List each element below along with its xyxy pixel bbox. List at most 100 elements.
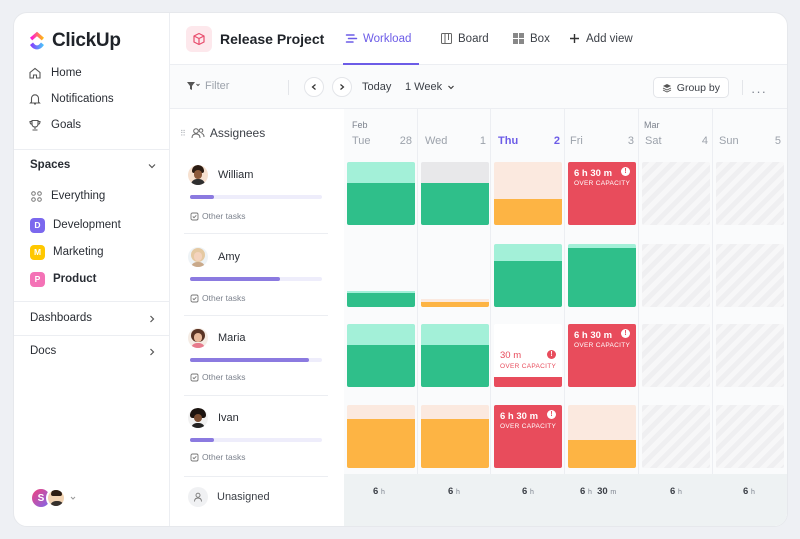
day-total: 6 h bbox=[373, 486, 385, 497]
workload-cell[interactable] bbox=[421, 244, 489, 307]
workload-cell-over-capacity[interactable]: 6 h 30 m ! OVER CAPACITY bbox=[568, 162, 636, 225]
workload-cell-over-capacity[interactable]: 6 h 30 m ! OVER CAPACITY bbox=[494, 405, 562, 468]
workload-cell-over-capacity[interactable]: 30 m ! OVER CAPACITY bbox=[494, 324, 562, 387]
workload-cell-over-capacity[interactable]: 6 h 30 m ! OVER CAPACITY bbox=[568, 324, 636, 387]
assignees-title: Assignees bbox=[210, 126, 265, 140]
workload-cell[interactable] bbox=[421, 324, 489, 387]
divider bbox=[184, 233, 328, 234]
clickup-logo-icon bbox=[28, 31, 46, 51]
over-capacity-amount: 6 h 30 m bbox=[574, 168, 612, 179]
assignee-row-ivan[interactable]: Ivan Other tasks bbox=[184, 404, 334, 484]
weekend-cell bbox=[642, 324, 710, 387]
weekend-cell bbox=[716, 405, 784, 468]
space-everything[interactable]: Everything bbox=[30, 187, 105, 205]
other-tasks-link[interactable]: Other tasks bbox=[190, 452, 245, 462]
workload-cell[interactable] bbox=[568, 244, 636, 307]
add-view-button[interactable]: Add view bbox=[568, 32, 633, 45]
workload-cell[interactable] bbox=[494, 162, 562, 225]
divider bbox=[184, 476, 328, 477]
day-name: Sat bbox=[645, 135, 662, 147]
assignee-row-maria[interactable]: Maria Other tasks bbox=[184, 324, 334, 404]
day-number: 4 bbox=[688, 135, 708, 147]
space-development[interactable]: D Development bbox=[30, 216, 121, 234]
next-week-button[interactable] bbox=[332, 77, 352, 97]
user-icon bbox=[193, 492, 203, 502]
nav-goals[interactable]: Goals bbox=[28, 115, 81, 135]
today-button[interactable]: Today bbox=[362, 81, 391, 93]
other-tasks-link[interactable]: Other tasks bbox=[190, 293, 245, 303]
assignee-row-william[interactable]: William Other tasks bbox=[184, 161, 334, 241]
workload-cell[interactable] bbox=[347, 405, 415, 468]
other-tasks-link[interactable]: Other tasks bbox=[190, 211, 245, 221]
user-photo-avatar bbox=[46, 488, 66, 508]
workload-cell[interactable] bbox=[568, 405, 636, 468]
chevron-down-icon bbox=[447, 83, 455, 91]
tab-workload[interactable]: Workload bbox=[345, 32, 411, 45]
weekend-cell bbox=[642, 162, 710, 225]
workload-cell[interactable] bbox=[347, 324, 415, 387]
nav-home[interactable]: Home bbox=[28, 63, 82, 83]
space-product[interactable]: P Product bbox=[30, 270, 96, 288]
divider bbox=[14, 335, 170, 336]
nav-notifications[interactable]: Notifications bbox=[28, 89, 114, 109]
other-tasks-link[interactable]: Other tasks bbox=[190, 372, 245, 382]
unassigned-row[interactable]: Unasigned bbox=[188, 487, 270, 507]
chevron-right-icon[interactable] bbox=[147, 347, 157, 357]
day-total: 6 h bbox=[522, 486, 534, 497]
divider bbox=[184, 395, 328, 396]
nav-home-label: Home bbox=[51, 67, 82, 79]
workload-cell[interactable] bbox=[421, 162, 489, 225]
workload-icon bbox=[345, 32, 358, 45]
clickup-logo[interactable]: ClickUp bbox=[28, 27, 121, 55]
workload-cell[interactable] bbox=[347, 162, 415, 225]
unassigned-totals-row: 6 h 6 h 6 h 6 h 30 m 6 h 6 h bbox=[344, 474, 788, 527]
range-dropdown[interactable]: 1 Week bbox=[405, 81, 455, 93]
space-avatar: M bbox=[30, 245, 45, 260]
filter-button[interactable]: Filter bbox=[186, 80, 229, 92]
assignee-row-amy[interactable]: Amy Other tasks bbox=[184, 243, 334, 323]
assignee-name: Ivan bbox=[218, 412, 239, 424]
tasks-icon bbox=[190, 453, 199, 462]
chevron-down-icon[interactable] bbox=[147, 161, 157, 171]
spaces-title[interactable]: Spaces bbox=[30, 159, 70, 171]
nav-notifications-label: Notifications bbox=[51, 93, 114, 105]
space-marketing[interactable]: M Marketing bbox=[30, 243, 104, 261]
drag-handle-icon[interactable]: ⠿ bbox=[180, 129, 186, 138]
column-divider bbox=[564, 109, 565, 474]
workload-cell[interactable] bbox=[421, 405, 489, 468]
users-icon bbox=[191, 127, 205, 139]
chevron-left-icon bbox=[310, 83, 318, 91]
month-label: Feb bbox=[352, 120, 368, 130]
home-icon bbox=[28, 66, 42, 80]
warning-icon: ! bbox=[547, 410, 556, 419]
tab-board[interactable]: Board bbox=[440, 32, 489, 45]
filter-label: Filter bbox=[205, 80, 229, 92]
dashboards-link[interactable]: Dashboards bbox=[30, 312, 92, 324]
day-name: Tue bbox=[352, 135, 371, 147]
box-icon bbox=[512, 32, 525, 45]
divider bbox=[184, 315, 328, 316]
over-capacity-label: OVER CAPACITY bbox=[500, 423, 556, 430]
day-name-today: Thu bbox=[498, 135, 518, 147]
day-total: 6 h bbox=[448, 486, 460, 497]
workload-cell[interactable] bbox=[347, 244, 415, 307]
prev-week-button[interactable] bbox=[304, 77, 324, 97]
group-by-button[interactable]: Group by bbox=[653, 77, 729, 98]
workload-cell[interactable] bbox=[494, 244, 562, 307]
docs-link[interactable]: Docs bbox=[30, 345, 56, 357]
avatar bbox=[188, 165, 208, 185]
tasks-icon bbox=[190, 373, 199, 382]
grid-dots-icon bbox=[30, 190, 43, 203]
capacity-bar bbox=[190, 438, 322, 442]
assignee-name: Amy bbox=[218, 251, 240, 263]
more-options-icon[interactable]: ··· bbox=[751, 84, 767, 99]
warning-icon: ! bbox=[547, 350, 556, 359]
over-capacity-amount: 6 h 30 m bbox=[574, 330, 612, 341]
user-menu[interactable]: S bbox=[30, 487, 77, 509]
day-number: 28 bbox=[392, 135, 412, 147]
chevron-right-icon[interactable] bbox=[147, 314, 157, 324]
column-divider bbox=[712, 109, 713, 474]
column-divider bbox=[638, 109, 639, 474]
tab-box[interactable]: Box bbox=[512, 32, 550, 45]
day-name: Wed bbox=[425, 135, 447, 147]
